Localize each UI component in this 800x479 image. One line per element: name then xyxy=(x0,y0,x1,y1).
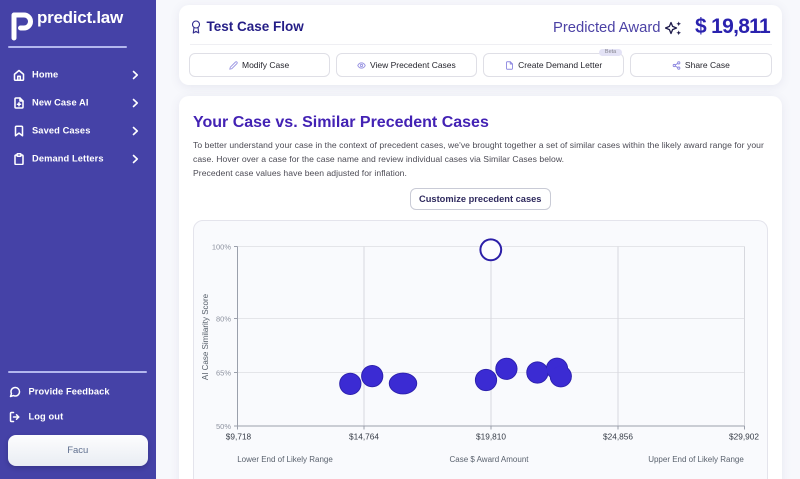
svg-text:Lower End of Likely Range: Lower End of Likely Range xyxy=(237,455,333,464)
svg-text:$24,856: $24,856 xyxy=(603,431,633,441)
svg-text:100%: 100% xyxy=(212,242,232,251)
svg-text:AI Case Similarity Score: AI Case Similarity Score xyxy=(201,293,210,380)
svg-text:50%: 50% xyxy=(216,422,231,431)
svg-text:Upper End of Likely Range: Upper End of Likely Range xyxy=(648,455,744,464)
svg-text:65%: 65% xyxy=(216,368,231,377)
svg-text:$9,718: $9,718 xyxy=(226,431,252,441)
svg-text:$14,764: $14,764 xyxy=(349,431,379,441)
svg-text:$29,902: $29,902 xyxy=(729,431,759,441)
svg-text:Case $ Award Amount: Case $ Award Amount xyxy=(449,455,529,464)
svg-text:80%: 80% xyxy=(216,314,231,323)
svg-text:$19,810: $19,810 xyxy=(476,431,506,441)
